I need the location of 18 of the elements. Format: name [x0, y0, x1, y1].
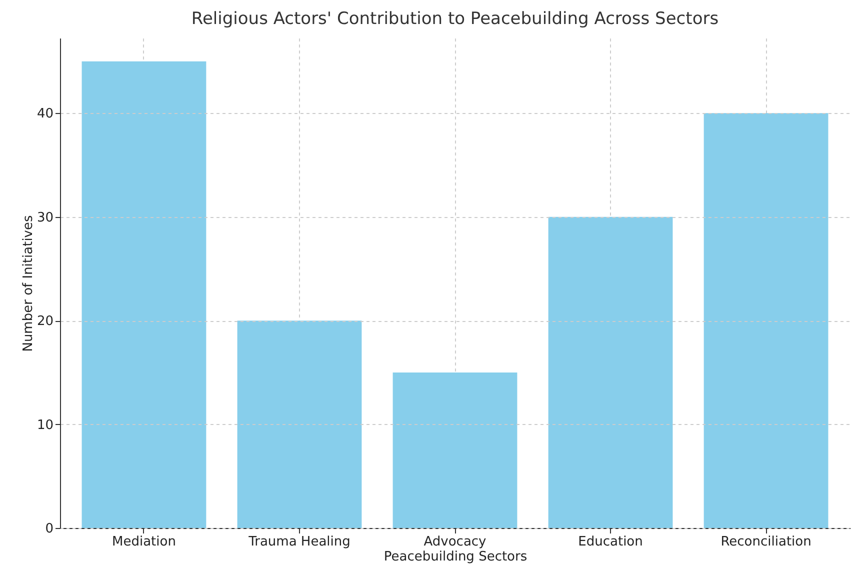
y-tick-label: 20	[36, 314, 54, 330]
y-tick-label: 10	[36, 418, 54, 433]
bar	[392, 372, 518, 528]
y-axis-title: Number of Initiatives	[20, 215, 36, 352]
x-tick-label: Education	[578, 534, 643, 550]
y-tick-label: 0	[45, 522, 54, 536]
y-tick-label: 30	[36, 210, 54, 226]
bar	[237, 320, 362, 528]
bar	[704, 113, 828, 528]
x-tick-label: Mediation	[112, 534, 176, 550]
chart-title: Religious Actors' Contribution to Peacebuilding Across Sectors	[191, 9, 719, 29]
y-tick-label: 40	[36, 106, 54, 122]
bar	[548, 216, 673, 528]
x-tick-label: Advocacy	[424, 534, 487, 550]
x-tick-label: Trauma Healing	[248, 534, 350, 550]
bar	[82, 61, 206, 528]
x-axis-title: Peacebuilding Sectors	[384, 550, 528, 564]
x-tick-label: Reconciliation	[720, 534, 812, 550]
